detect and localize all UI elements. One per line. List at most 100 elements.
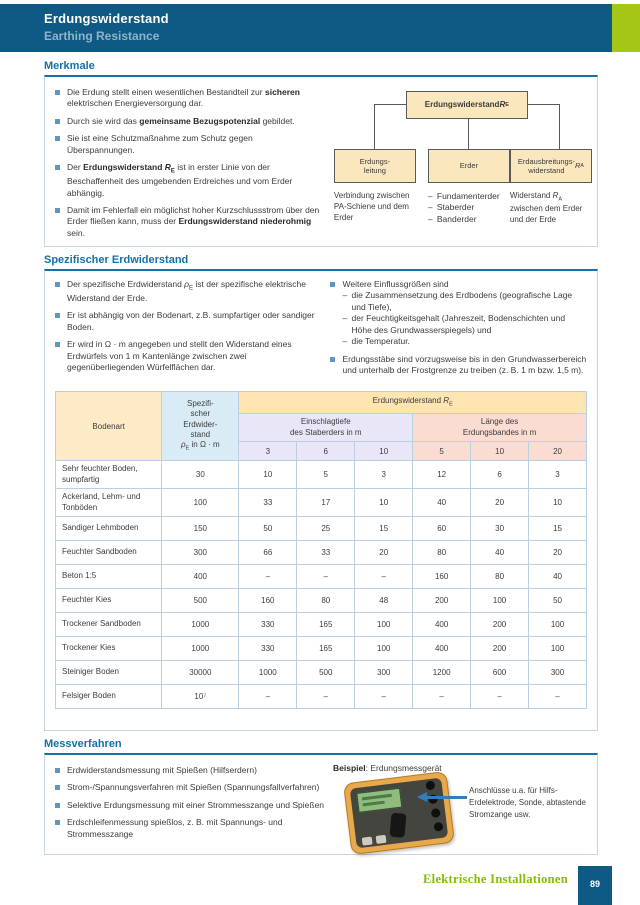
value-cell: 100 (528, 611, 587, 637)
table-row: Sehr feuchter Boden, sumpfartig 30 10 5 3 12 6… (54, 460, 587, 490)
value-cell: – (238, 563, 298, 589)
terminal-icon (425, 780, 436, 791)
value-cell: 20 (470, 488, 530, 517)
soil-type-cell: Ackerland, Lehm- und Tonböden (54, 488, 163, 517)
value-cell: 30000 (161, 659, 240, 685)
spez-panel: Der spezifische Erdwiderstand ρE ist der… (44, 269, 598, 731)
value-cell: 17 (296, 488, 356, 517)
value-cell: 40 (528, 563, 587, 589)
list-item: Erdungsstäbe sind vorzugsweise bis in de… (330, 354, 587, 377)
page-number: 89 (578, 866, 612, 905)
section-merkmale: Merkmale Die Erdung stellt einen wesentl… (44, 60, 598, 247)
table-row: Steiniger Boden 30000 1000 500 300 1200 600 300 (54, 659, 587, 685)
specific-earth-resistance-table: Bodenart Spezifi-scher Erdwider-stand ρE i… (54, 390, 587, 709)
annotation-arrow-head-icon (417, 791, 427, 802)
value-cell: 100 (354, 611, 414, 637)
value-cell: 330 (238, 611, 298, 637)
sub-item: die Zusammensetzung des Erdbodens (geogr… (342, 290, 587, 313)
list-item: Damit im Fehlerfall ein möglichst hoher … (55, 205, 322, 239)
list-item: Der Erdungswiderstand RE ist in erster L… (55, 162, 322, 199)
section-spezifischer-erdwiderstand: Spezifischer Erdwiderstand Der spezifisc… (44, 254, 598, 731)
diagram-connector (527, 104, 560, 106)
diagram-connector (373, 104, 376, 149)
value-cell: 160 (412, 563, 472, 589)
page-header-bar: Erdungswiderstand Earthing Resistance (0, 4, 612, 52)
spez-bullets-right: Weitere Einflussgrößen sind die Zusammen… (330, 279, 587, 383)
section-messverfahren: Messverfahren Erdwiderstandsmessung mit … (44, 738, 598, 856)
value-cell: 30 (161, 460, 240, 490)
page-subtitle: Earthing Resistance (44, 29, 160, 43)
value-cell: 15 (528, 515, 587, 541)
soil-type-cell: Feuchter Sandboden (54, 539, 163, 565)
value-cell: – (296, 563, 356, 589)
value-cell: 80 (470, 563, 530, 589)
value-cell: 60 (412, 515, 472, 541)
value-cell: 150 (161, 515, 240, 541)
list-item: Erdwiderstandsmessung mit Spießen (Hilfs… (55, 765, 331, 776)
value-cell: 500 (296, 659, 356, 685)
list-item: Selektive Erdungsmessung mit einer Strom… (55, 800, 331, 811)
table-row: Feuchter Sandboden 300 66 33 20 80 40 20 (54, 539, 587, 565)
device-button-icon (361, 836, 373, 846)
device-annotation: Anschlüsse u.a. für Hilfs-Erdelektrode, … (469, 786, 586, 819)
value-cell: 50 (528, 587, 587, 613)
diagram-note: Fundamenterder Staberder Banderder (428, 191, 516, 226)
value-cell: 165 (296, 635, 356, 661)
table-row: Beton 1:5 400– – –160 80 40 (54, 563, 587, 589)
column-header-einschlagtiefe: Einschlagtiefe des Staberders in m (238, 412, 414, 443)
list-item: Erdschleifenmessung spießlos, z. B. mit … (55, 817, 331, 840)
value-cell: 1000 (238, 659, 298, 685)
column-header-length-10: 10 (470, 441, 530, 462)
device-button-icon (375, 834, 387, 844)
value-cell: 10 (528, 488, 587, 517)
terminal-icon (433, 821, 444, 832)
diagram-note: Widerstand RA zwischen dem Erder und der… (509, 191, 583, 224)
column-header-spez-erdwiderstand: Spezifi-scher Erdwider-stand ρE in Ω · m (161, 390, 240, 462)
section-title: Messverfahren (44, 738, 122, 750)
value-cell: 1000 (161, 635, 240, 661)
messverfahren-panel: Erdwiderstandsmessung mit Spießen (Hilfs… (44, 753, 598, 856)
value-cell: 300 (528, 659, 587, 685)
value-cell: 500 (161, 587, 240, 613)
device-display (356, 787, 403, 813)
value-cell: 33 (296, 539, 356, 565)
value-cell: 100 (528, 635, 587, 661)
value-cell: 20 (528, 539, 587, 565)
value-cell: 48 (354, 587, 414, 613)
diagram-note-item: Staberder (428, 202, 516, 214)
diagram-note: Verbindung zwischen PA-Schiene und dem E… (333, 191, 410, 222)
device-body (343, 770, 455, 856)
value-cell: 66 (238, 539, 298, 565)
value-cell: 100 (470, 587, 530, 613)
beispiel-label: Beispiel: Erdungsmessgerät (333, 763, 442, 773)
diagram-connector (373, 104, 406, 106)
value-cell: 160 (238, 587, 298, 613)
resistance-table-body: Sehr feuchter Boden, sumpfartig 30 10 5 3 12 6… (54, 460, 587, 709)
column-header-length-20: 20 (528, 441, 587, 462)
list-item: Sie ist eine Schutzmaßnahme zum Schutz g… (55, 133, 322, 156)
soil-type-cell: Sandiger Lehmboden (54, 515, 163, 541)
table-row: Felsiger Boden 10⁷ – – – – – – (54, 683, 587, 709)
column-header-erdungswiderstand: Erdungswiderstand RE (238, 390, 587, 414)
value-cell: 50 (238, 515, 298, 541)
soil-type-cell: Trockener Sandboden (54, 611, 163, 637)
list-item: Er wird in Ω · m angegeben und stellt de… (55, 339, 318, 373)
table-row: Feuchter Kies 500 160 80 48 200 100 50 (54, 587, 587, 613)
value-cell: 100 (354, 635, 414, 661)
list-item: Weitere Einflussgrößen sind die Zusammen… (330, 279, 587, 348)
diagram-connector (558, 104, 561, 149)
table-row: Sandiger Lehmboden 150 50 25 15 60 30 15 (54, 515, 587, 541)
soil-type-cell: Felsiger Boden (54, 683, 163, 709)
spez-bullets-left: Der spezifische Erdwiderstand ρE ist der… (55, 279, 318, 383)
list-item-text: Weitere Einflussgrößen sind (342, 279, 449, 289)
value-cell: 330 (238, 635, 298, 661)
value-cell: – (528, 683, 587, 709)
diagram-box-erder: Erder (427, 149, 510, 183)
value-cell: 3 (528, 460, 587, 490)
table-row: Ackerland, Lehm- und Tonböden 100 33 17 10 40… (54, 488, 587, 517)
diagram-box-erdungsleitung: Erdungs-leitung (333, 149, 416, 183)
value-cell: 10 (238, 460, 298, 490)
chapter-tab-marker (612, 4, 640, 52)
